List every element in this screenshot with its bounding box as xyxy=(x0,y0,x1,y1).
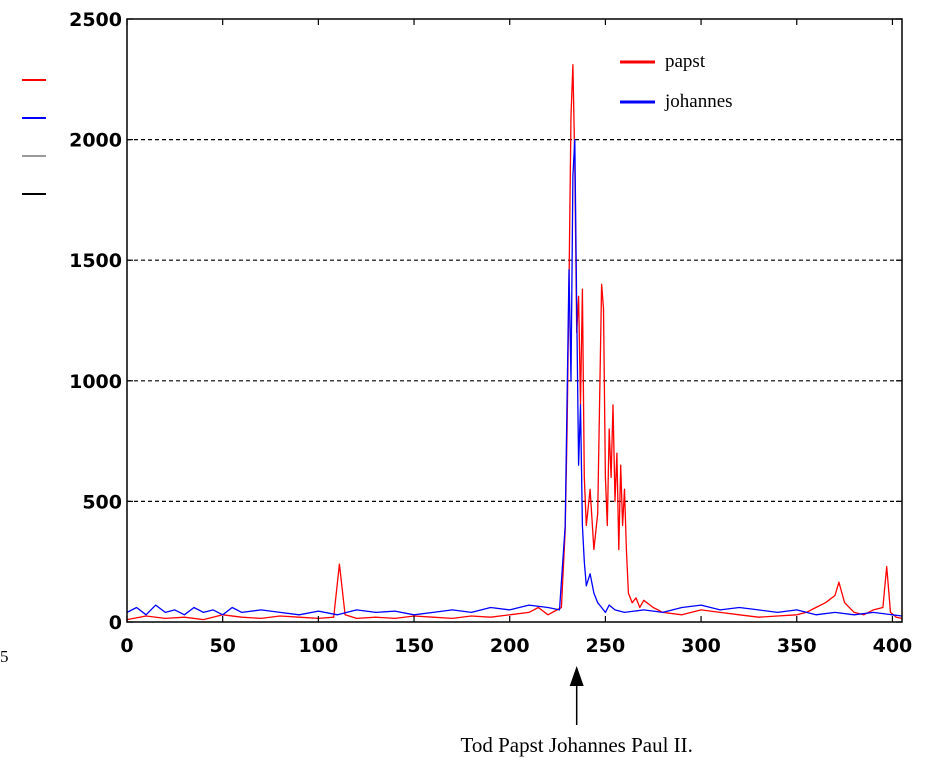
x-tick-label: 300 xyxy=(681,635,721,657)
annotation-arrow-head xyxy=(569,666,584,686)
legend-label-papst: papst xyxy=(665,51,706,72)
y-tick-label: 1500 xyxy=(69,250,122,272)
x-tick-label: 350 xyxy=(777,635,817,657)
plot-frame xyxy=(126,18,903,623)
x-axis: 0 50 100 150 200 250 300 350 400 xyxy=(120,19,912,657)
x-tick-label: 400 xyxy=(873,635,913,657)
margin-legend-swatches xyxy=(22,79,46,195)
series-lines xyxy=(126,64,903,621)
y-tick-label: 2000 xyxy=(69,130,122,152)
x-tick-label: 150 xyxy=(394,635,434,657)
legend-label-johannes: johannes xyxy=(664,91,733,112)
legend: papst johannes xyxy=(620,51,733,112)
y-tick-label: 1000 xyxy=(69,371,122,393)
x-tick-label: 200 xyxy=(490,635,530,657)
x-tick-label: 0 xyxy=(120,635,133,657)
y-axis: 0 500 1000 1500 2000 2500 xyxy=(69,9,902,634)
annotations: Tod Papst Johannes Paul II. xyxy=(460,666,693,757)
series-line-papst xyxy=(126,64,903,621)
x-tick-label: 100 xyxy=(299,635,339,657)
x-tick-label: 250 xyxy=(586,635,626,657)
stray-margin-text: 5 xyxy=(0,647,9,666)
y-tick-label: 0 xyxy=(109,612,122,634)
annotation-label: Tod Papst Johannes Paul II. xyxy=(460,733,692,757)
series-line-johannes xyxy=(126,138,903,617)
y-tick-label: 2500 xyxy=(69,9,122,31)
x-tick-label: 50 xyxy=(209,635,235,657)
y-tick-label: 500 xyxy=(82,491,122,513)
grid-lines xyxy=(127,139,902,502)
